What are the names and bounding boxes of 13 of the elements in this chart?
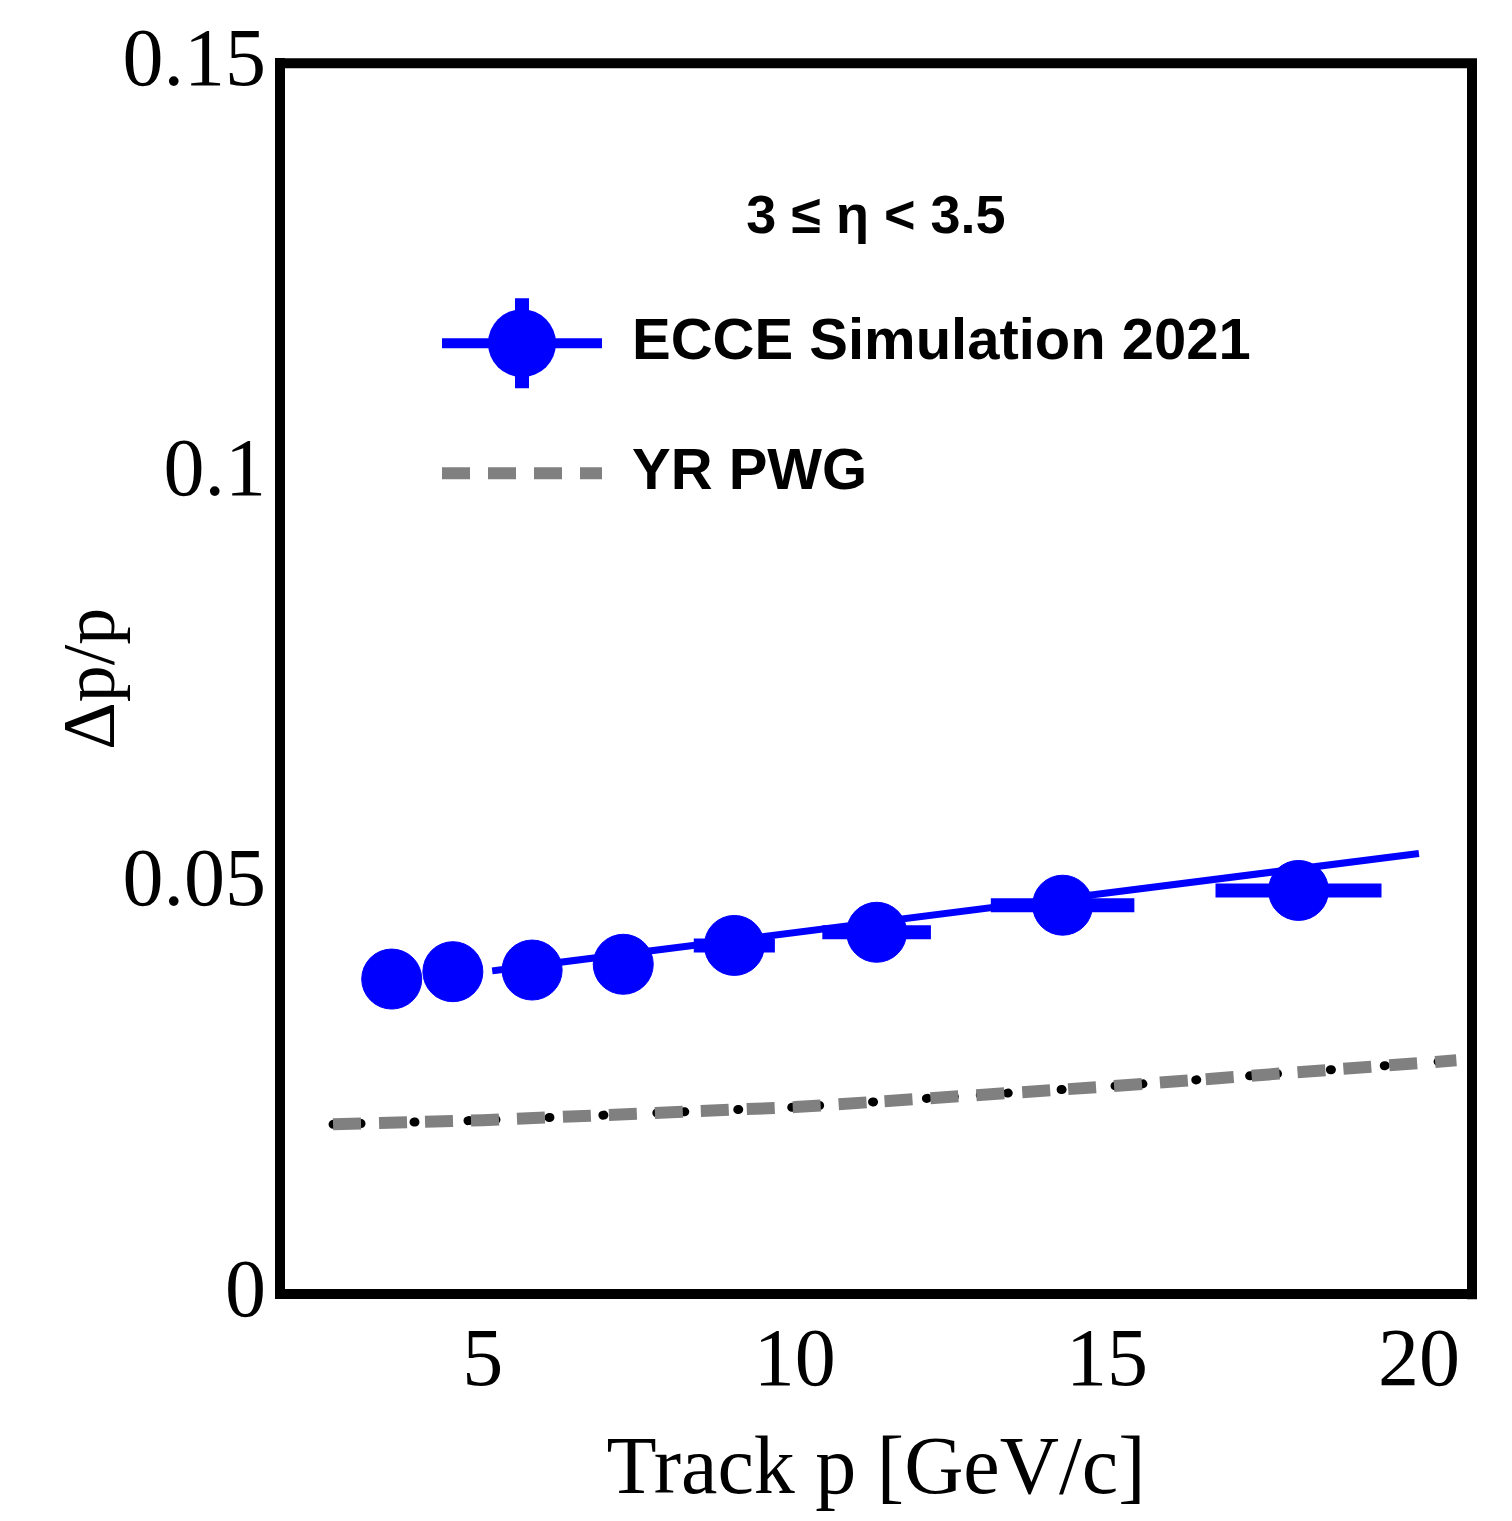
x-tick-label: 15 <box>1065 1311 1148 1403</box>
x-tick-label: 20 <box>1377 1311 1460 1403</box>
y-axis-title: Δp/p <box>48 607 131 750</box>
annotation: 3 ≤ η < 3.5 <box>746 184 1006 245</box>
y-tick-label: 0.05 <box>122 832 266 924</box>
legend-label: YR PWG <box>632 436 868 502</box>
legend-label: ECCE Simulation 2021 <box>632 306 1251 372</box>
x-tick-label: 10 <box>753 1311 836 1403</box>
y-tick-label: 0.15 <box>122 11 266 103</box>
x-axis-title: Track p [GeV/c] <box>606 1420 1146 1512</box>
y-tick-label: 0 <box>225 1242 266 1334</box>
y-tick-label: 0.1 <box>163 422 266 514</box>
x-tick-label: 5 <box>462 1311 504 1403</box>
